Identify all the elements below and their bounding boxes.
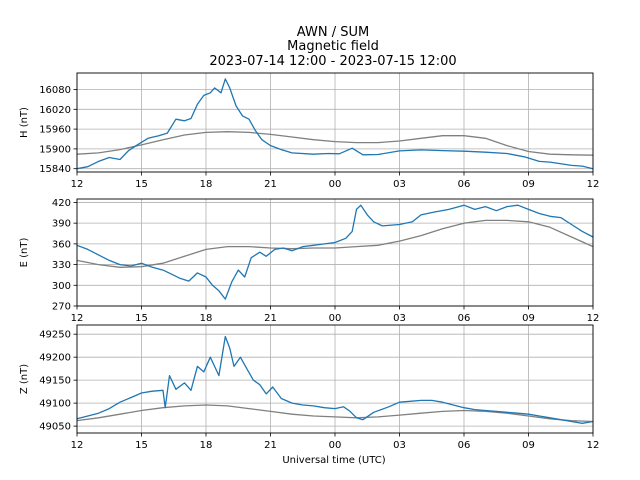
panel-z-xtick-label-5: 03 bbox=[393, 440, 406, 451]
panel-e-xtick-label-3: 21 bbox=[264, 313, 277, 324]
panel-h-ytick-label-3: 16020 bbox=[39, 105, 71, 116]
panel-e-ytick-label-5: 420 bbox=[52, 198, 71, 209]
panel-e-baseline-line bbox=[76, 219, 594, 268]
panel-e-ytick-label-4: 390 bbox=[52, 219, 71, 230]
panel-z-baseline-line bbox=[76, 404, 594, 423]
panel-h-xtick-label-7: 09 bbox=[522, 179, 535, 190]
panel-h-xtick-label-4: 00 bbox=[329, 179, 342, 190]
panel-e-ytick-label-2: 330 bbox=[52, 260, 71, 271]
panel-h-ytick-label-4: 16080 bbox=[39, 85, 71, 96]
x-axis-label: Universal time (UTC) bbox=[282, 455, 385, 466]
panel-z-xtick-label-4: 00 bbox=[329, 440, 342, 451]
panel-z-xtick-label-6: 06 bbox=[458, 440, 471, 451]
panel-z-xtick-label-7: 09 bbox=[522, 440, 535, 451]
panel-e-xtick-label-7: 09 bbox=[522, 313, 535, 324]
panel-h-xtick-label-6: 06 bbox=[458, 179, 471, 190]
panel-e-ytick-label-0: 270 bbox=[52, 302, 71, 313]
panel-z-xtick-label-3: 21 bbox=[264, 440, 277, 451]
panel-e-xtick-label-2: 18 bbox=[200, 313, 213, 324]
panel-h-xtick-label-8: 12 bbox=[587, 179, 600, 190]
panel-h-xtick-label-0: 12 bbox=[71, 179, 84, 190]
panel-e-ytick-label-1: 300 bbox=[52, 281, 71, 292]
panel-e-measured-line bbox=[76, 204, 594, 300]
figure-title-line-3: 2023-07-14 12:00 - 2023-07-15 12:00 bbox=[209, 54, 456, 69]
panel-e-frame bbox=[76, 198, 594, 307]
panel-z-xtick-label-1: 15 bbox=[135, 440, 148, 451]
panel-z-xtick-label-2: 18 bbox=[200, 440, 213, 451]
panel-e-xtick-label-0: 12 bbox=[71, 313, 84, 324]
panel-h-ytick-label-2: 15960 bbox=[39, 125, 71, 136]
figure-title-line-2: Magnetic field bbox=[287, 39, 379, 54]
panel-h-xtick-label-1: 15 bbox=[135, 179, 148, 190]
panel-h-measured-line bbox=[76, 78, 594, 170]
panel-z-measured-line bbox=[76, 335, 594, 424]
figure-title-line-1: AWN / SUM bbox=[297, 25, 369, 40]
panel-e-xtick-label-5: 03 bbox=[393, 313, 406, 324]
panel-h-ytick-label-1: 15900 bbox=[39, 144, 71, 155]
panel-h-xtick-label-2: 18 bbox=[200, 179, 213, 190]
panel-h: 12 15 18 21 00 03 06 09 121584015900159601602016… bbox=[19, 72, 600, 190]
panel-h-ylabel: H (nT) bbox=[19, 107, 30, 138]
panel-h-xtick-label-3: 21 bbox=[264, 179, 277, 190]
panel-e-xtick-label-1: 15 bbox=[135, 313, 148, 324]
panel-h-xtick-label-5: 03 bbox=[393, 179, 406, 190]
panel-z-frame bbox=[76, 324, 594, 434]
panel-e-ytick-label-3: 360 bbox=[52, 239, 71, 250]
panel-e-xtick-label-4: 00 bbox=[329, 313, 342, 324]
panel-z-ytick-label-1: 49100 bbox=[39, 399, 71, 410]
panel-z-ytick-label-3: 49200 bbox=[39, 353, 71, 364]
panel-z-ytick-label-0: 49050 bbox=[39, 422, 71, 433]
panel-z: 12 15 18 21 00 03 06 09 124905049100491504920049… bbox=[19, 324, 600, 451]
panel-z-ytick-label-4: 49250 bbox=[39, 330, 71, 341]
panel-z-ytick-label-2: 49150 bbox=[39, 376, 71, 387]
panel-z-xtick-label-8: 12 bbox=[587, 440, 600, 451]
panel-e-xtick-label-6: 06 bbox=[458, 313, 471, 324]
panel-z-ylabel: Z (nT) bbox=[19, 364, 30, 394]
panel-e-ylabel: E (nT) bbox=[19, 238, 30, 268]
panel-h-frame bbox=[76, 72, 594, 173]
panel-h-baseline-line bbox=[76, 131, 594, 156]
panel-h-ytick-label-0: 15840 bbox=[39, 164, 71, 175]
panel-z-xtick-label-0: 12 bbox=[71, 440, 84, 451]
panel-e-xtick-label-8: 12 bbox=[587, 313, 600, 324]
